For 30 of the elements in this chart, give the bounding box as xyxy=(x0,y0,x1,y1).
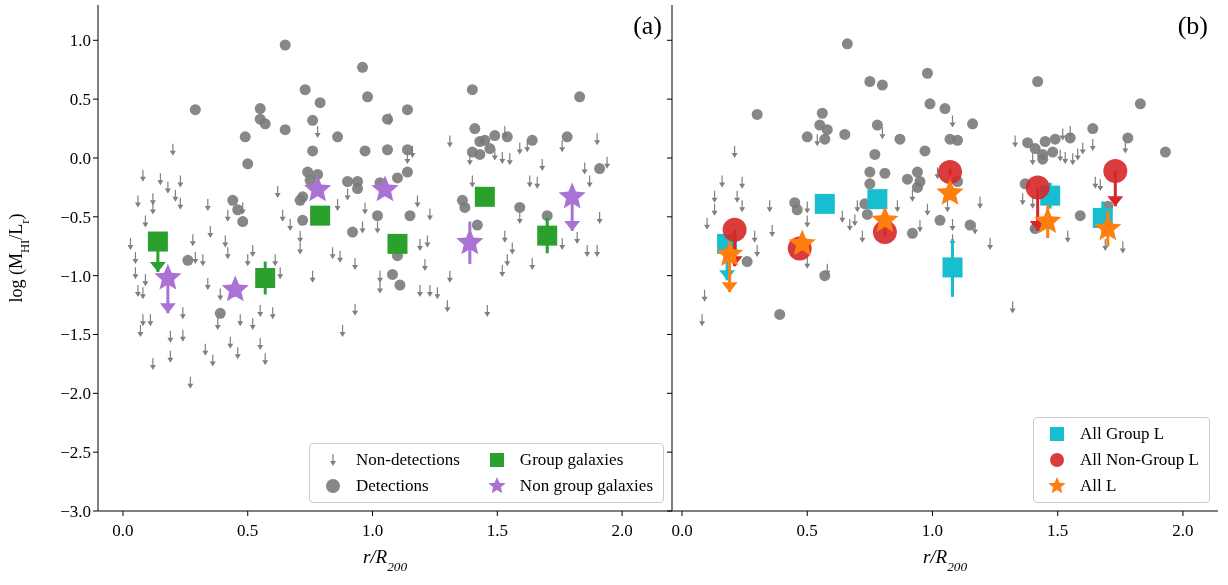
legend-label: Detections xyxy=(356,476,429,496)
y-tick-label: −2.0 xyxy=(60,384,91,404)
legend-label: All L xyxy=(1080,476,1117,496)
y-tick-label: 1.0 xyxy=(69,31,91,51)
y-tick-label: −0.5 xyxy=(60,207,91,227)
x-tick-label: 1.5 xyxy=(486,521,508,540)
x-tick-label: 1.5 xyxy=(1047,521,1069,540)
legend-label: Non group galaxies xyxy=(519,476,653,496)
x-axis-title: r/R$_{200}$ xyxy=(922,546,968,574)
legend-label: All Non-Group L xyxy=(1080,450,1199,470)
y-tick-label: −1.5 xyxy=(60,325,91,345)
y-tick-label: −3.0 xyxy=(60,502,91,521)
x-axis-title: r/R$_{200}$ xyxy=(362,546,408,574)
x-tick-label: 2.0 xyxy=(1172,521,1194,540)
x-tick-label: 0.0 xyxy=(112,521,134,540)
x-tick-label: 1.0 xyxy=(361,521,384,540)
legend-label: Non-detections xyxy=(356,450,460,470)
x-tick-label: 0.5 xyxy=(796,521,818,540)
y-tick-label: 0.0 xyxy=(69,148,91,168)
x-tick-label: 1.0 xyxy=(921,521,944,540)
y-tick-label: −2.5 xyxy=(60,443,91,463)
legend-label: Group galaxies xyxy=(519,450,624,470)
y-tick-label: 0.5 xyxy=(69,90,91,110)
legend-label: All Group L xyxy=(1080,424,1165,444)
annotation: (b) xyxy=(1177,11,1208,41)
x-tick-label: 2.0 xyxy=(611,521,633,540)
x-tick-label: 0.0 xyxy=(671,521,693,540)
y-tick-label: −1.0 xyxy=(60,266,91,286)
x-tick-label: 0.5 xyxy=(237,521,259,540)
annotation: (a) xyxy=(633,11,662,41)
